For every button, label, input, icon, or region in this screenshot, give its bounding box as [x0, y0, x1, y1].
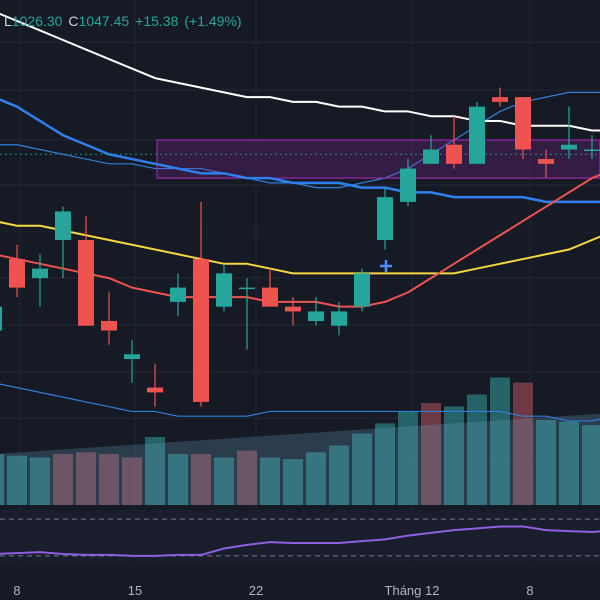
close-value: 1047.45: [78, 13, 130, 29]
candle-body: [0, 306, 2, 331]
moving-average-red: [0, 173, 600, 308]
volume-bar: [536, 420, 556, 505]
volume-bar: [582, 425, 600, 505]
candle-body: [423, 149, 439, 164]
low-key: L: [4, 13, 12, 29]
time-axis-label: Tháng 12: [385, 583, 440, 598]
volume-bar: [99, 454, 119, 505]
candlestick-series: [0, 87, 600, 407]
candle-body: [193, 259, 209, 402]
volume-average-area: [0, 413, 600, 505]
moving-average-blue: [0, 98, 600, 204]
candle-body: [170, 287, 186, 302]
volume-bar: [352, 433, 372, 505]
volume-bar: [53, 454, 73, 505]
candle-body: [538, 159, 554, 164]
candle-body: [515, 97, 531, 150]
close-key: C: [68, 13, 79, 29]
candle-body: [124, 354, 140, 360]
bollinger-upper: [0, 91, 600, 189]
candle-body: [469, 106, 485, 164]
volume-bar: [214, 457, 234, 505]
volume-bar: [444, 406, 464, 505]
volume-bar: [329, 445, 349, 505]
candle-body: [55, 211, 71, 240]
candle-body: [584, 149, 600, 152]
volume-bar: [0, 454, 4, 505]
candle-body: [147, 387, 163, 393]
volume-bar: [168, 454, 188, 505]
rsi-background: [0, 510, 600, 565]
volume-bar: [283, 459, 303, 505]
candle-body: [354, 273, 370, 307]
ohlc-legend: L1026.30 C1047.45 +15.38 (+1.49%): [4, 13, 248, 29]
candle-body: [101, 320, 117, 331]
volume-bar: [421, 403, 441, 505]
rsi-line: [0, 525, 600, 557]
bollinger-lower: [0, 383, 600, 422]
volume-bar: [260, 457, 280, 505]
time-axis-label: 22: [249, 583, 263, 598]
change-percent: (+1.49%): [184, 13, 242, 29]
volume-bar: [122, 457, 142, 505]
candle-body: [492, 97, 508, 102]
time-axis[interactable]: 8 15 22 Tháng 12 8: [13, 583, 533, 598]
volume-bar: [76, 452, 96, 505]
candle-body: [9, 259, 25, 288]
volume-bar: [513, 382, 533, 505]
time-axis-label: 8: [526, 583, 533, 598]
volume-bar: [559, 421, 579, 505]
moving-average-yellow: [0, 221, 600, 275]
change-value: +15.38: [135, 13, 179, 29]
volume-bar: [490, 377, 510, 505]
volume-bar: [306, 452, 326, 505]
volume-bar: [145, 437, 165, 505]
candle-body: [377, 197, 393, 240]
volume-bar: [398, 411, 418, 505]
moving-average-white: [0, 12, 600, 132]
candle-body: [262, 287, 278, 307]
volume-bar: [375, 423, 395, 505]
candle-body: [446, 144, 462, 164]
time-axis-label: 15: [128, 583, 142, 598]
price-overlays: [0, 12, 600, 422]
volume-pane: [0, 377, 600, 505]
time-axis-label: 8: [13, 583, 20, 598]
volume-bar: [237, 450, 257, 505]
crosshair-marker-icon: [380, 260, 392, 272]
rsi-pane: [0, 510, 600, 565]
candle-body: [32, 268, 48, 279]
volume-bar: [7, 455, 27, 505]
volume-bar: [191, 454, 211, 505]
candle-body: [216, 273, 232, 307]
volume-bar: [30, 457, 50, 505]
candle-body: [331, 311, 347, 326]
candle-body: [285, 306, 301, 312]
low-value: 1026.30: [11, 13, 63, 29]
candle-body: [239, 287, 255, 290]
candle-body: [561, 144, 577, 150]
candle-body: [78, 240, 94, 326]
volume-bar: [467, 394, 487, 505]
candle-body: [308, 311, 324, 321]
candle-body: [400, 168, 416, 202]
